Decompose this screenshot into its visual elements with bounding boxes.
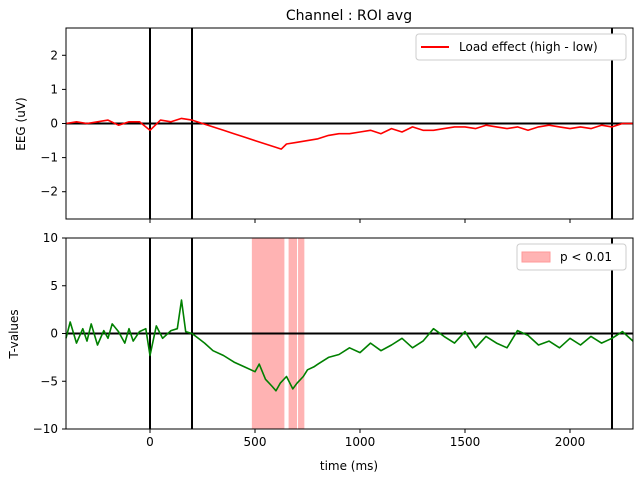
y-tick-label: −1	[40, 151, 58, 165]
top-ylabel: EEG (uV)	[14, 97, 28, 150]
y-tick-label: −5	[40, 374, 58, 388]
y-tick-label: 2	[50, 48, 58, 62]
x-tick-label: 500	[244, 435, 267, 449]
top-series-line	[65, 117, 633, 150]
bottom-legend: p < 0.01	[516, 243, 627, 271]
y-tick-label: 5	[50, 279, 58, 293]
bottom-legend-label: p < 0.01	[560, 250, 612, 264]
top-title: Channel : ROI avg	[286, 8, 412, 24]
top-panel: Channel : ROI avg −2 −1 0 1 2 EEG (uV) Load …	[14, 8, 634, 223]
top-legend-label: Load effect (high - low)	[459, 40, 598, 54]
x-tick-label: 0	[146, 435, 154, 449]
top-legend: Load effect (high - low)	[415, 33, 627, 61]
y-tick-label: 0	[50, 327, 58, 341]
y-tick-label: −10	[33, 422, 58, 436]
y-tick-label: 10	[43, 231, 58, 245]
bottom-panel: −10 −5 0 5 10 0 500 1000 1500 2000 T-values time …	[7, 231, 634, 473]
y-tick-label: 1	[50, 82, 58, 96]
bottom-xlabel: time (ms)	[320, 459, 378, 473]
bottom-ylabel: T-values	[7, 309, 21, 359]
x-tick-label: 2000	[555, 435, 586, 449]
x-tick-label: 1000	[345, 435, 376, 449]
y-tick-label: −2	[40, 185, 58, 199]
bottom-series-line	[65, 299, 634, 392]
x-tick-label: 1500	[450, 435, 481, 449]
bottom-legend-shade-swatch	[521, 251, 551, 263]
y-tick-label: 0	[50, 117, 58, 131]
